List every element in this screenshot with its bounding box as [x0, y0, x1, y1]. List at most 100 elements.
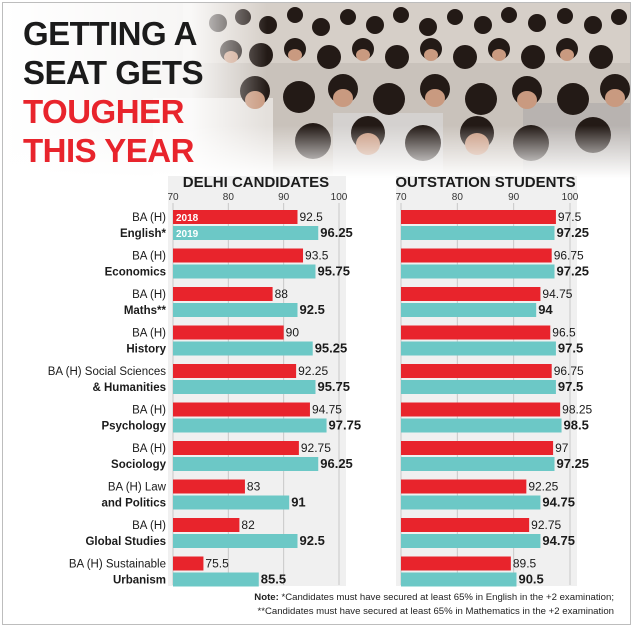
data-label: 96.25: [320, 456, 353, 471]
data-label: 82: [241, 518, 255, 532]
tick-label: 100: [562, 192, 579, 203]
category-label: BA (H): [132, 443, 166, 455]
bar: [401, 441, 554, 455]
data-label: 91: [291, 495, 305, 510]
bar: [401, 341, 556, 356]
data-label: 97: [555, 441, 569, 455]
data-label: 95.75: [317, 379, 350, 394]
bar: [173, 479, 245, 494]
bar: [173, 287, 273, 301]
data-label: 97.25: [557, 225, 590, 240]
data-label: 94.75: [542, 495, 575, 510]
category-label: BA (H) Social Sciences: [48, 366, 166, 378]
note-text-1: *Candidates must have secured at least 6…: [278, 592, 614, 603]
data-label: 92.75: [531, 518, 561, 532]
bar: [173, 248, 304, 263]
bar: [401, 479, 527, 494]
data-label: 92.5: [300, 533, 325, 548]
bar: [173, 402, 310, 417]
category-label: BA (H) Sustainable: [69, 559, 166, 571]
data-label: 92.25: [298, 364, 328, 378]
bar: [401, 534, 541, 548]
data-label: 75.5: [205, 557, 229, 571]
data-label: 97.25: [557, 264, 590, 279]
data-label: 89.5: [513, 557, 537, 571]
bar: [173, 457, 319, 471]
data-label: 83: [247, 480, 261, 494]
legend-entry: 2019: [176, 229, 199, 240]
bar: [173, 556, 204, 571]
data-label: 98.5: [564, 418, 589, 433]
data-label: 90.5: [518, 572, 543, 587]
bar: [401, 303, 537, 317]
bar: [173, 364, 297, 378]
category-label: BA (H): [132, 212, 166, 224]
category-label: Maths**: [124, 305, 167, 317]
category-label: BA (H): [132, 251, 166, 263]
category-label: BA (H) Law: [108, 482, 167, 494]
tick-label: 90: [508, 192, 520, 203]
panel-title: OUTSTATION STUDENTS: [395, 174, 575, 191]
data-label: 96.5: [552, 326, 576, 340]
bar: [401, 495, 541, 510]
tick-label: 90: [278, 192, 290, 203]
note-line-1: Note: *Candidates must have secured at l…: [254, 592, 614, 603]
data-label: 92.75: [301, 441, 331, 455]
data-label: 95.25: [315, 341, 348, 356]
bar: [173, 325, 284, 340]
tick-label: 70: [167, 192, 179, 203]
category-label: Global Studies: [85, 536, 166, 548]
panel-title: DELHI CANDIDATES: [183, 174, 329, 191]
category-label: Psychology: [101, 421, 166, 433]
data-label: 92.5: [300, 210, 324, 224]
tick-label: 80: [452, 192, 464, 203]
data-label: 96.25: [320, 225, 353, 240]
data-label: 95.75: [317, 264, 350, 279]
bar: [173, 418, 327, 433]
bar: [401, 556, 511, 571]
data-label: 88: [275, 287, 289, 301]
bar: [173, 534, 298, 548]
category-label: Economics: [105, 267, 166, 279]
bar: [173, 572, 259, 587]
data-label: 94.75: [542, 287, 572, 301]
note-line-2: **Candidates must have secured at least …: [257, 606, 614, 617]
bar: [173, 380, 316, 394]
headline-line-3: TOUGHER: [23, 93, 184, 130]
bar: [173, 264, 316, 279]
data-label: 98.25: [562, 403, 592, 417]
category-label: History: [126, 344, 166, 356]
category-label: BA (H): [132, 520, 166, 532]
bar: [401, 518, 530, 532]
bar: [401, 264, 555, 279]
category-label: BA (H): [132, 289, 166, 301]
legend-entry: 2018: [176, 213, 199, 224]
data-label: 97.5: [558, 379, 583, 394]
tick-label: 100: [331, 192, 348, 203]
bar: [401, 248, 552, 263]
data-label: 97.75: [329, 418, 362, 433]
data-label: 92.25: [528, 480, 558, 494]
bar: [173, 226, 319, 240]
headline-line-1: GETTING A: [23, 15, 197, 52]
bar: [173, 303, 298, 317]
bar: [401, 380, 556, 394]
bar: [401, 325, 551, 340]
bar: [401, 457, 555, 471]
category-label: Sociology: [111, 459, 167, 471]
bar: [401, 364, 552, 378]
tick-label: 70: [395, 192, 407, 203]
data-label: 90: [286, 326, 300, 340]
data-label: 97.25: [557, 456, 590, 471]
data-label: 85.5: [261, 572, 286, 587]
headline-line-2: SEAT GETS: [23, 54, 204, 91]
bar: [401, 287, 541, 301]
bar: [401, 572, 517, 587]
tick-label: 80: [223, 192, 235, 203]
headline-line-4: THIS YEAR: [23, 132, 194, 169]
bar: [173, 441, 299, 455]
crowd-photo: [3, 3, 630, 178]
category-label: & Humanities: [93, 382, 167, 394]
